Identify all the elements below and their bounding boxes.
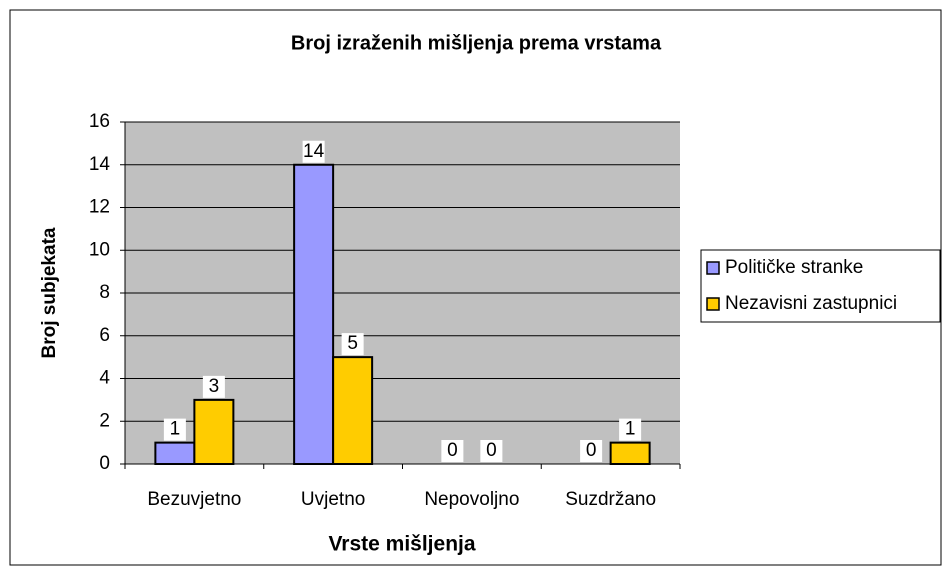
y-tick-label: 12 — [89, 197, 110, 218]
data-label: 14 — [303, 141, 325, 162]
y-tick-label: 0 — [99, 453, 110, 474]
legend-label: Političke stranke — [725, 257, 863, 278]
bar — [154, 441, 196, 465]
x-tick-label: Suzdržano — [565, 489, 656, 510]
data-label: 1 — [170, 419, 181, 440]
bar — [332, 356, 374, 465]
data-label: 0 — [486, 440, 497, 461]
y-tick-label: 2 — [99, 410, 110, 431]
data-label-bg — [580, 440, 603, 462]
legend-label: Nezavisni zastupnici — [725, 293, 897, 314]
y-tick-label: 10 — [89, 239, 110, 260]
y-tick-label: 6 — [99, 325, 110, 346]
x-tick-label: Bezuvjetno — [147, 489, 241, 510]
x-tick-label: Uvjetno — [301, 489, 365, 510]
data-label-bg — [480, 440, 503, 462]
data-label-bg — [619, 418, 642, 441]
legend-swatch — [706, 261, 720, 275]
data-label-bg — [202, 375, 225, 398]
bar — [193, 398, 235, 465]
y-tick-label: 8 — [99, 282, 110, 303]
data-label-bg — [341, 333, 364, 356]
bar — [293, 163, 335, 465]
data-label: 5 — [347, 333, 358, 354]
y-tick-label: 4 — [99, 368, 110, 389]
data-label: 1 — [625, 419, 636, 440]
data-label: 0 — [586, 440, 597, 461]
chart-title: Broj izraženih mišljenja prema vrstama — [291, 32, 662, 54]
x-tick-label: Nepovoljno — [424, 489, 519, 510]
data-label-bg — [441, 440, 464, 462]
y-tick-label: 16 — [89, 111, 110, 132]
y-axis-label: Broj subjekata — [39, 227, 60, 358]
legend-box — [700, 249, 941, 323]
data-label: 0 — [447, 440, 458, 461]
data-label-bg — [302, 140, 325, 163]
x-axis-label: Vrste mišljenja — [328, 533, 475, 556]
bar — [609, 441, 651, 465]
y-tick-label: 14 — [89, 154, 111, 175]
data-label-bg — [163, 418, 186, 441]
data-label: 3 — [209, 376, 220, 397]
legend-swatch — [706, 297, 720, 311]
